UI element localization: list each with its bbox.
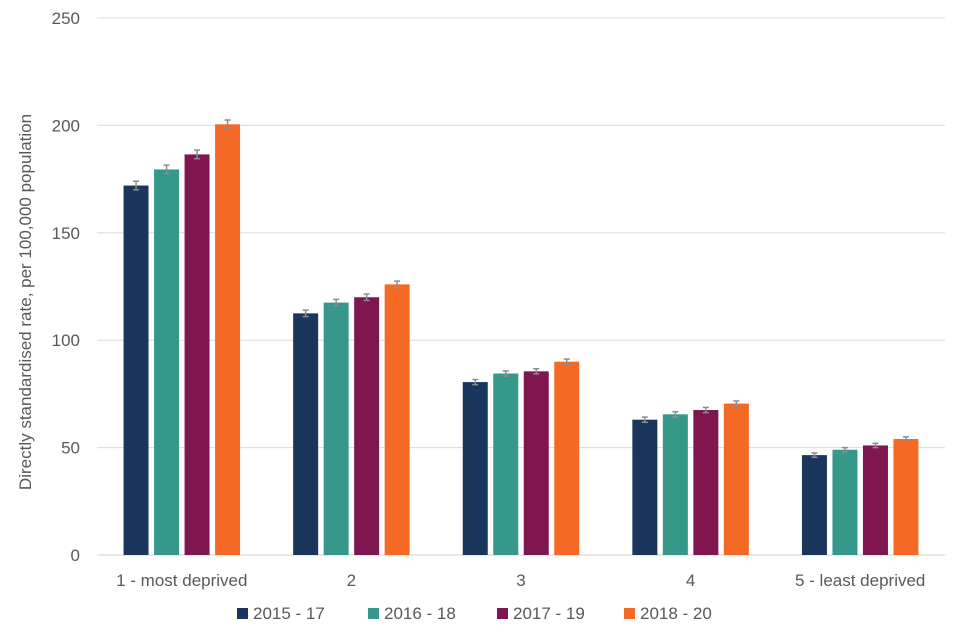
- legend-swatch: [497, 608, 508, 619]
- bar: [662, 414, 688, 555]
- legend-label: 2017 - 19: [513, 604, 585, 623]
- x-tick-label: 2: [347, 571, 356, 590]
- y-tick-label: 200: [52, 116, 80, 135]
- legend-label: 2018 - 20: [640, 604, 712, 623]
- y-tick-label: 50: [61, 439, 80, 458]
- bars: [123, 124, 919, 556]
- x-axis-tick-labels: 1 - most deprived 2 3 4 5 - least deprived: [116, 571, 925, 590]
- bar: [523, 371, 549, 555]
- legend-swatch: [237, 608, 248, 619]
- bar: [215, 124, 241, 556]
- bar: [493, 373, 519, 555]
- legend-label: 2015 - 17: [253, 604, 325, 623]
- x-tick-label: 4: [686, 571, 695, 590]
- y-tick-label: 250: [52, 9, 80, 28]
- y-tick-label: 0: [71, 546, 80, 565]
- legend-swatch: [368, 608, 379, 619]
- y-tick-label: 150: [52, 224, 80, 243]
- bar: [862, 445, 888, 555]
- bar: [693, 410, 719, 555]
- bar: [723, 403, 749, 555]
- bar: [893, 439, 919, 555]
- bar: [184, 154, 210, 555]
- x-tick-label: 3: [516, 571, 525, 590]
- bar: [801, 455, 827, 555]
- bar: [354, 297, 380, 555]
- bar: [154, 169, 180, 555]
- bar: [384, 284, 410, 555]
- bar: [632, 419, 658, 555]
- error-bars: [133, 119, 909, 459]
- y-tick-label: 100: [52, 331, 80, 350]
- bar: [554, 361, 580, 555]
- bar: [323, 302, 349, 555]
- bar: [293, 313, 319, 555]
- legend-swatch: [624, 608, 635, 619]
- x-tick-label: 1 - most deprived: [116, 571, 247, 590]
- y-axis-tick-labels: 0 50 100 150 200 250: [52, 9, 80, 565]
- bar: [832, 449, 858, 555]
- legend: 2015 - 17 2016 - 18 2017 - 19 2018 - 20: [237, 604, 712, 623]
- legend-label: 2016 - 18: [384, 604, 456, 623]
- y-axis-title: Directly standardised rate, per 100,000 …: [16, 114, 35, 490]
- bar: [123, 185, 149, 555]
- x-tick-label: 5 - least deprived: [795, 571, 925, 590]
- bar: [462, 382, 488, 555]
